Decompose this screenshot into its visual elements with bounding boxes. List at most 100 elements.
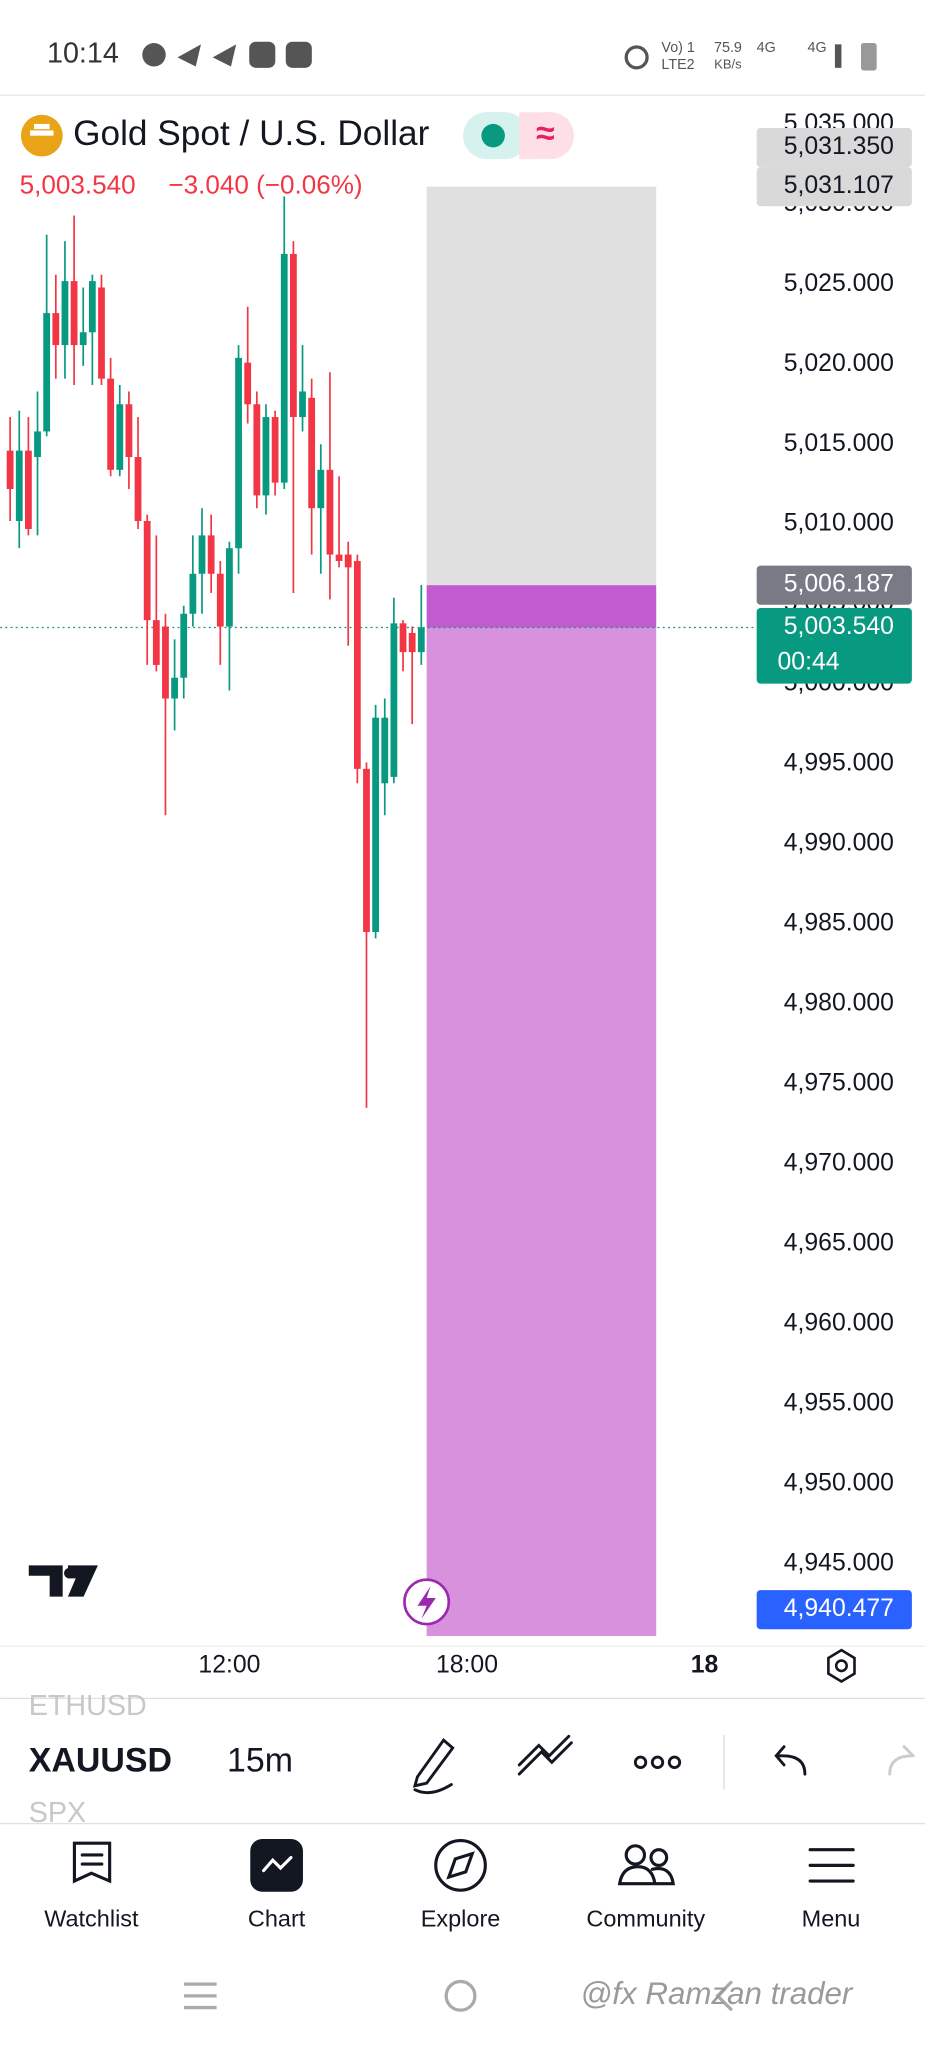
price-tag bbox=[756, 565, 912, 605]
nav-icon-line bbox=[262, 1855, 293, 1873]
symbol-icon-bar bbox=[33, 123, 50, 130]
y-tick-label: 4,985.000 bbox=[784, 910, 894, 937]
watermark: @fx Ramzan trader bbox=[581, 1976, 854, 2011]
candle-body bbox=[34, 431, 41, 458]
market-open-dot bbox=[481, 123, 505, 148]
x-tick-label: 12:00 bbox=[198, 1651, 260, 1678]
status-signal: 4G bbox=[808, 40, 827, 56]
nav-icon-needle bbox=[446, 1851, 475, 1880]
price-tag bbox=[756, 127, 912, 168]
candle-body bbox=[79, 332, 87, 346]
y-tick-label: 4,990.000 bbox=[784, 830, 894, 857]
settings-icon-center bbox=[834, 1659, 848, 1673]
trend-tool[interactable] bbox=[517, 1734, 573, 1776]
y-tick-label: 5,010.000 bbox=[784, 510, 894, 537]
candle-body bbox=[52, 313, 60, 346]
price-change: −3.040 (−0.06%) bbox=[168, 169, 362, 199]
candle-body bbox=[372, 717, 380, 933]
nav-item[interactable]: Community bbox=[586, 1905, 705, 1931]
nav-item[interactable]: Watchlist bbox=[44, 1905, 139, 1931]
signal-bar bbox=[834, 44, 842, 68]
candle-body bbox=[244, 362, 252, 405]
more-dot bbox=[650, 1755, 665, 1769]
candle-body bbox=[198, 535, 206, 574]
candle-body bbox=[15, 450, 23, 521]
more-dot[interactable] bbox=[633, 1755, 648, 1769]
undo[interactable] bbox=[774, 1745, 807, 1776]
status-network: Vo) 1 bbox=[661, 40, 694, 56]
battery bbox=[861, 43, 877, 71]
x-tick-label: 18 bbox=[691, 1651, 719, 1678]
candle-body bbox=[353, 560, 361, 769]
candle-body bbox=[143, 520, 151, 621]
system-home[interactable] bbox=[444, 1979, 477, 2012]
indicator-icon: ≈ bbox=[536, 115, 555, 153]
nav-item[interactable]: Explore bbox=[421, 1905, 501, 1931]
candle-body bbox=[317, 469, 325, 509]
candle-body bbox=[180, 613, 188, 678]
y-tick-label: 4,955.000 bbox=[784, 1389, 894, 1416]
candle-body bbox=[171, 677, 178, 699]
candle-body bbox=[280, 253, 288, 483]
draw-tool[interactable] bbox=[412, 1738, 455, 1795]
entry-zone bbox=[426, 585, 657, 628]
y-tick-label: 4,995.000 bbox=[784, 750, 894, 777]
candle-body bbox=[271, 417, 279, 483]
candle-body bbox=[43, 313, 51, 432]
system-back[interactable] bbox=[715, 1980, 734, 2012]
lightning-icon bbox=[417, 1586, 436, 1619]
candle-body bbox=[134, 457, 142, 521]
interval[interactable]: 15m bbox=[227, 1741, 293, 1779]
candle-body bbox=[289, 253, 297, 418]
vpn-icon bbox=[624, 45, 649, 70]
y-tick-label: 4,975.000 bbox=[784, 1069, 894, 1096]
candle-body bbox=[417, 627, 425, 653]
candle-body bbox=[25, 450, 32, 529]
nav-item[interactable]: Menu bbox=[802, 1905, 861, 1931]
candle-body bbox=[207, 535, 215, 574]
more-dot bbox=[667, 1755, 682, 1769]
nav-item[interactable]: Chart bbox=[248, 1905, 306, 1931]
stop-zone bbox=[426, 627, 657, 1637]
y-tick-label: 4,970.000 bbox=[784, 1149, 894, 1176]
redo[interactable] bbox=[888, 1745, 915, 1776]
candle-body bbox=[390, 623, 398, 777]
candle-body bbox=[216, 573, 224, 627]
candle-body bbox=[399, 623, 407, 653]
y-tick-label: 5,015.000 bbox=[784, 430, 894, 457]
candle-body bbox=[381, 717, 389, 784]
app-icon bbox=[249, 41, 276, 68]
x-tick-label: 18:00 bbox=[436, 1651, 498, 1678]
price-tag-label: 5,031.350 bbox=[784, 133, 894, 160]
system-recent[interactable] bbox=[183, 1982, 217, 2010]
nav-icon bbox=[617, 1865, 675, 1886]
chart: 4,945.000 4,950.000 4,955.000 4,960.000 4,96… bbox=[0, 110, 912, 1678]
symbol-title[interactable]: Gold Spot / U.S. Dollar bbox=[73, 114, 430, 153]
plot-area bbox=[0, 186, 757, 1637]
prev-symbol[interactable]: ETHUSD bbox=[29, 1690, 147, 1722]
candle-body bbox=[88, 281, 96, 333]
candle-body bbox=[6, 450, 14, 490]
candle-body bbox=[235, 357, 242, 549]
settings-icon[interactable] bbox=[827, 1648, 856, 1683]
tv-logo bbox=[28, 1565, 98, 1597]
app-icon bbox=[285, 41, 312, 68]
price-tag-label: 5,006.187 bbox=[784, 571, 894, 598]
app-icon bbox=[142, 43, 166, 67]
app-icon bbox=[212, 44, 237, 67]
price-tag-label: 5,031.107 bbox=[784, 172, 894, 199]
candle-body bbox=[344, 554, 352, 568]
symbol[interactable]: XAUUSD bbox=[29, 1741, 172, 1779]
candle-body bbox=[152, 620, 160, 665]
candle-body bbox=[262, 417, 270, 496]
status-speed-unit: KB/s bbox=[714, 57, 742, 72]
status-speed: 75.9 bbox=[714, 40, 742, 56]
y-tick-label: 4,960.000 bbox=[784, 1309, 894, 1336]
last-price: 5,003.540 bbox=[20, 169, 136, 199]
symbol-icon-bar bbox=[30, 130, 54, 136]
tv-logo-dot bbox=[63, 1567, 75, 1579]
candle-body bbox=[363, 768, 370, 933]
candle-body bbox=[70, 281, 78, 346]
nav-icon bbox=[808, 1848, 855, 1883]
